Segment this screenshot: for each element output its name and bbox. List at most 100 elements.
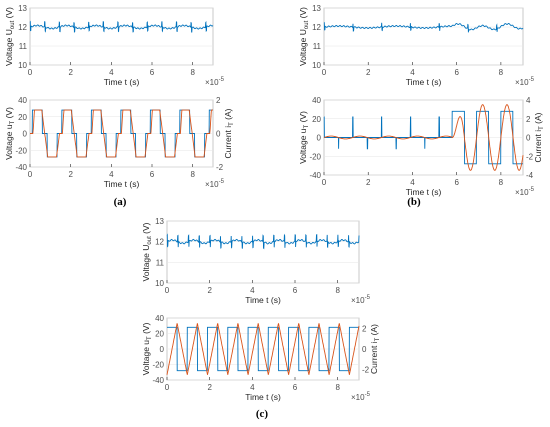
y-right-tick-label: 2	[216, 96, 221, 105]
x-tick-label: 8	[335, 383, 340, 392]
x-tick-label: 4	[109, 68, 114, 77]
y-right-axis-label: Current iT (A)	[223, 108, 235, 158]
y-tick-label: 12	[312, 23, 321, 32]
y-right-tick-label: -2	[362, 366, 370, 375]
y-tick-label: -20	[15, 146, 27, 155]
x-exponent: ×10-5	[515, 77, 535, 87]
panel-label-a: (a)	[114, 196, 127, 208]
plot-area	[323, 7, 524, 66]
y-axis-label: Voltage Uout (V)	[141, 222, 153, 281]
chart-b-top: 10 11 12 13 0 2 4 6 8 Time t (s) ×10-5 Voltage Uout…	[298, 4, 535, 87]
x-tick-label: 8	[499, 68, 504, 77]
y-tick-label: 10	[155, 279, 164, 288]
x-tick-label: 0	[165, 286, 170, 295]
x-axis-label: Time t (s)	[406, 77, 442, 87]
x-axis-label: Time t (s)	[245, 295, 281, 305]
y-right-tick-label: -4	[526, 171, 534, 180]
series-line-0	[167, 326, 359, 372]
x-exponent: ×10-5	[515, 187, 535, 197]
y-tick-label: 13	[312, 4, 321, 13]
x-tick-label: 6	[454, 68, 459, 77]
y-tick-label: 11	[156, 258, 165, 267]
x-tick-label: 0	[165, 383, 170, 392]
x-tick-label: 8	[190, 170, 195, 179]
x-exponent: ×10-5	[205, 179, 225, 189]
y-right-tick-label: 0	[526, 134, 531, 143]
x-tick-label: 2	[366, 68, 371, 77]
y-tick-label: 11	[19, 42, 28, 51]
y-tick-label: 13	[18, 4, 27, 13]
y-right-tick-label: 4	[526, 96, 531, 105]
x-tick-label: 2	[207, 286, 212, 295]
series-line-1	[166, 323, 360, 375]
chart-a-top: 10 11 12 13 0 2 4 6 8 Time t (s) ×10-5 Voltage Uout…	[4, 4, 225, 87]
chart-c-top: 10 11 12 13 0 2 4 6 8 Time t (s) ×10-5 Voltage Uout…	[141, 217, 371, 305]
x-tick-label: 0	[28, 170, 33, 179]
x-tick-label: 2	[207, 383, 212, 392]
x-tick-label: 2	[68, 68, 73, 77]
x-tick-label: 0	[322, 68, 327, 77]
panel-label-b: (b)	[407, 196, 421, 208]
x-tick-label: 2	[366, 178, 371, 187]
y-tick-label: 0	[317, 134, 322, 143]
x-exponent: ×10-5	[205, 77, 225, 87]
y-tick-label: 40	[18, 96, 27, 105]
x-tick-label: 6	[454, 178, 459, 187]
x-axis-label: Time t (s)	[245, 392, 281, 402]
y-tick-label: 10	[312, 61, 321, 70]
y-right-tick-label: -2	[526, 152, 534, 161]
x-tick-label: 6	[293, 286, 298, 295]
x-tick-label: 8	[190, 68, 195, 77]
y-tick-label: -20	[152, 361, 164, 370]
x-exponent: ×10-5	[351, 392, 371, 402]
y-right-tick-label: 2	[526, 115, 531, 124]
y-tick-label: 12	[18, 23, 27, 32]
x-tick-label: 2	[68, 170, 73, 179]
y-tick-label: 20	[312, 115, 321, 124]
y-axis-label: Voltage Uout (V)	[298, 7, 310, 66]
plot-area	[166, 220, 360, 284]
x-exponent: ×10-5	[351, 295, 371, 305]
y-tick-label: 0	[23, 130, 28, 139]
y-tick-label: -20	[309, 152, 321, 161]
y-right-tick-label: 0	[362, 345, 367, 354]
x-tick-label: 4	[410, 68, 415, 77]
series-line-0	[166, 233, 360, 250]
x-tick-label: 8	[335, 286, 340, 295]
x-axis-label: Time t (s)	[406, 187, 442, 197]
series-line-0	[29, 20, 214, 33]
x-tick-label: 6	[150, 170, 155, 179]
y-tick-label: 40	[155, 314, 164, 323]
y-tick-label: -40	[15, 163, 27, 172]
y-axis-label: Voltage uT (V)	[4, 107, 16, 160]
y-right-axis-label: Current iT (A)	[533, 112, 545, 162]
y-tick-label: 12	[155, 238, 164, 247]
x-axis-label: Time t (s)	[104, 179, 140, 189]
y-tick-label: 20	[155, 330, 164, 339]
series-line-1	[30, 109, 213, 158]
y-tick-label: 13	[155, 217, 164, 226]
y-tick-label: 11	[313, 42, 322, 51]
x-tick-label: 0	[322, 178, 327, 187]
series-line-1	[323, 104, 524, 171]
y-axis-label: Voltage uT (V)	[298, 111, 310, 164]
panel-label-c: (c)	[256, 408, 269, 420]
y-right-tick-label: -2	[216, 163, 224, 172]
y-tick-label: -40	[152, 376, 164, 385]
x-tick-label: 4	[410, 178, 415, 187]
y-tick-label: 0	[160, 345, 165, 354]
y-right-tick-label: 2	[362, 324, 367, 333]
x-tick-label: 4	[250, 383, 255, 392]
y-axis-label: Voltage uT (V)	[141, 322, 153, 375]
series-line-0	[323, 21, 524, 33]
x-tick-label: 8	[499, 178, 504, 187]
y-tick-label: -40	[309, 171, 321, 180]
y-right-axis-label: Current iT (A)	[369, 324, 381, 374]
y-tick-label: 40	[312, 96, 321, 105]
y-tick-label: 10	[18, 61, 27, 70]
x-tick-label: 0	[28, 68, 33, 77]
